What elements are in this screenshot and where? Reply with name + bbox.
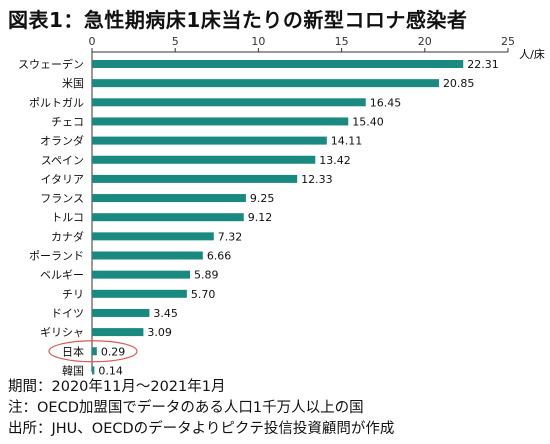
- category-label: トルコ: [51, 211, 84, 224]
- category-label: チェコ: [51, 115, 84, 128]
- bar: [92, 155, 316, 164]
- value-label: 22.31: [467, 58, 499, 71]
- category-label: スペイン: [41, 154, 84, 167]
- chart-title: 図表1：急性期病床1床当たりの新型コロナ感染者: [8, 8, 468, 32]
- bar: [92, 270, 191, 279]
- value-label: 5.70: [191, 288, 216, 301]
- value-label: 20.85: [443, 77, 475, 90]
- value-label: 7.32: [218, 230, 243, 243]
- bar: [92, 117, 349, 126]
- category-label: カナダ: [51, 229, 84, 243]
- value-label: 9.25: [250, 192, 274, 205]
- category-label: ベルギー: [40, 269, 84, 282]
- bar: [92, 98, 366, 107]
- category-label: オランダ: [40, 134, 84, 148]
- category-label: チリ: [62, 288, 84, 301]
- value-label: 3.09: [147, 326, 172, 339]
- bar: [92, 251, 203, 260]
- bar-chart: 0 5 10 15 20 25 スウェーデン 22.31 米国 20.85 ポルトガル 16.45 チ…: [18, 35, 545, 377]
- bar: [92, 328, 144, 337]
- value-label: 12.33: [301, 173, 333, 186]
- x-tick-label: 25: [501, 35, 515, 48]
- x-tick-label: 5: [172, 35, 179, 48]
- footnotes: 期間：2020年11月～2021年1月 注：OECD加盟国でデータのある人口1千…: [8, 377, 394, 440]
- bars: スウェーデン 22.31 米国 20.85 ポルトガル 16.45 チェコ 15.40 オランダ…: [18, 57, 499, 377]
- x-tick-label: 15: [335, 35, 349, 48]
- x-tick-label: 10: [251, 35, 265, 48]
- value-label: 6.66: [207, 250, 232, 263]
- bar: [92, 289, 187, 298]
- bar: [92, 366, 95, 375]
- bar: [92, 232, 214, 241]
- category-label: 米国: [62, 77, 84, 90]
- bar: [92, 79, 439, 88]
- bar: [92, 308, 150, 317]
- highlight-ring: [48, 340, 138, 363]
- bar: [92, 136, 327, 145]
- category-label: フランス: [40, 192, 84, 205]
- category-label: ギリシャ: [40, 326, 84, 339]
- value-label: 5.89: [194, 269, 219, 282]
- unit-label: 人/床: [519, 47, 545, 61]
- value-label: 16.45: [370, 96, 402, 109]
- footnote-source: 出所：JHU、OECDのデータよりピクテ投信投資顧問が作成: [8, 421, 395, 437]
- value-label: 3.45: [153, 307, 178, 320]
- category-label: イタリア: [40, 173, 84, 186]
- value-label: 14.11: [331, 135, 363, 148]
- bar: [92, 60, 464, 68]
- category-label: ドイツ: [51, 307, 84, 320]
- category-label: ポーランド: [29, 250, 84, 263]
- bar: [92, 347, 97, 356]
- bar: [92, 174, 298, 183]
- category-label: 日本: [62, 344, 84, 358]
- category-label: 韓国: [62, 364, 84, 377]
- footnote-note: 注：OECD加盟国でデータのある人口1千万人以上の国: [8, 400, 364, 416]
- bar: [92, 213, 244, 222]
- footnote-period: 期間：2020年11月～2021年1月: [8, 379, 226, 395]
- value-label: 0.14: [98, 364, 123, 377]
- x-tick-label: 20: [418, 35, 432, 48]
- value-label: 15.40: [352, 115, 384, 128]
- category-label: ポルトガル: [29, 96, 84, 109]
- value-label: 9.12: [248, 211, 273, 224]
- category-label: スウェーデン: [18, 57, 84, 71]
- value-label: 0.29: [101, 345, 126, 358]
- value-label: 13.42: [319, 154, 351, 167]
- x-tick-label: 0: [89, 35, 96, 48]
- bar: [92, 194, 246, 203]
